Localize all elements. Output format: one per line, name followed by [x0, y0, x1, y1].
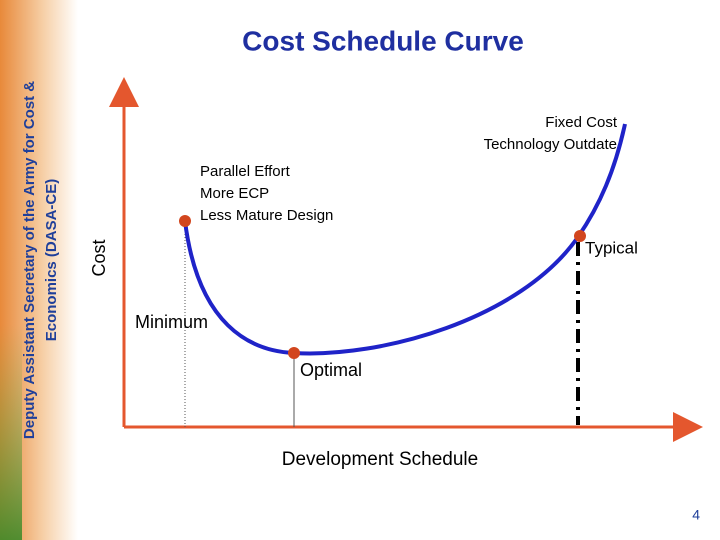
sidebar-text: Deputy Assistant Secretary of the Army f…: [21, 81, 38, 439]
annotation: Minimum: [135, 312, 208, 332]
x-axis-label: Development Schedule: [282, 449, 478, 470]
point: [288, 347, 300, 359]
annotation: Typical: [585, 238, 638, 257]
annotation: Optimal: [300, 360, 362, 380]
point: [574, 230, 586, 242]
annotation: Technology Outdate: [484, 136, 617, 153]
annotation: More ECP: [200, 185, 269, 202]
page-number: 4: [692, 507, 700, 523]
point: [179, 215, 191, 227]
cost-curve: [183, 123, 627, 356]
annotation: Parallel Effort: [200, 163, 291, 180]
sidebar-green: [0, 0, 22, 540]
sidebar-text: Economics (DASA-CE): [43, 179, 60, 342]
y-axis-label: Cost: [89, 239, 109, 276]
annotation: Less Mature Design: [200, 207, 333, 224]
annotation: Fixed Cost: [545, 114, 618, 131]
slide-title: Cost Schedule Curve: [242, 25, 524, 56]
